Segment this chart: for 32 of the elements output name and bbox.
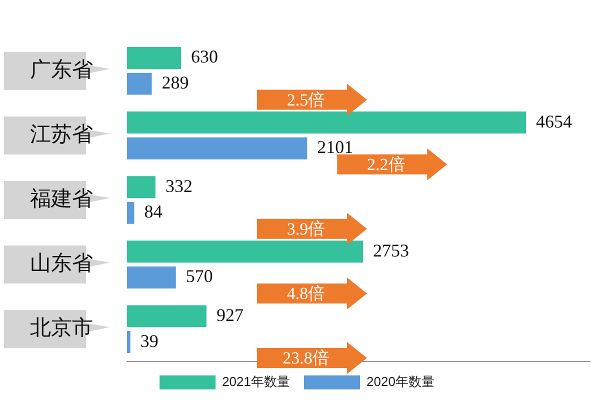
data-label: 332: [165, 176, 192, 196]
annotation: 4.8倍: [286, 284, 326, 303]
annotation: 2.5倍: [286, 90, 326, 110]
bar: [127, 202, 134, 224]
y-tick-label: 江苏省: [30, 122, 93, 146]
data-label: 927: [216, 304, 244, 325]
y-tick-label: 广东省: [30, 57, 93, 82]
data-label: 2101: [317, 137, 354, 158]
data-label: 2753: [373, 240, 410, 260]
data-label: 39: [140, 330, 158, 351]
data-label: 84: [144, 202, 162, 222]
bar: [127, 72, 152, 95]
bar: [127, 331, 130, 354]
bar: [127, 305, 206, 328]
annotation: 2.2倍: [367, 154, 406, 174]
bar: [127, 176, 156, 198]
data-label: 289: [162, 72, 189, 93]
bar: [127, 266, 176, 288]
bar: [127, 46, 182, 69]
legend-label: 2020年数量: [366, 374, 434, 389]
bar: [127, 137, 308, 160]
bar: [127, 240, 364, 263]
data-label: 630: [191, 46, 218, 67]
data-label: 570: [186, 266, 213, 286]
y-tick-label: 福建省: [30, 186, 93, 211]
data-label: 4654: [536, 111, 572, 132]
legend-label: 2021年数量: [222, 374, 290, 389]
y-tick-label: 山东省: [30, 251, 93, 276]
bar: [127, 112, 526, 134]
y-tick-label: 北京市: [30, 316, 93, 340]
annotation: 23.8倍: [282, 348, 330, 368]
annotation: 3.9倍: [286, 219, 326, 238]
